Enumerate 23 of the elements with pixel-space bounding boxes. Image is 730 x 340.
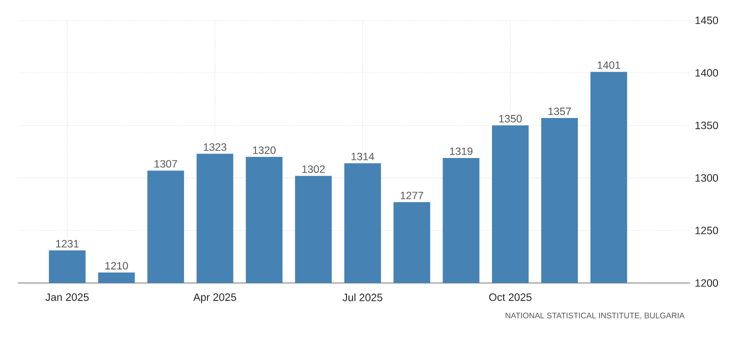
y-tick-label: 1200 <box>696 279 718 287</box>
x-tick-label: Jan 2025 <box>45 293 89 301</box>
data-label: 1350 <box>499 114 522 122</box>
y-tick-label: 1400 <box>696 69 718 77</box>
x-tick-label: Apr 2025 <box>193 293 236 304</box>
data-label: 1307 <box>154 160 178 168</box>
data-label: 1231 <box>56 240 79 248</box>
data-label: 1357 <box>548 108 571 116</box>
y-tick-label: 1350 <box>696 122 718 130</box>
y-tick-label: 1250 <box>696 226 718 234</box>
data-label: 1320 <box>253 146 276 154</box>
y-tick-label: 1300 <box>696 174 718 182</box>
data-label: 1210 <box>105 262 128 270</box>
data-label: 1302 <box>302 165 325 173</box>
data-label: 1323 <box>204 143 226 151</box>
y-tick-label: 1450 <box>696 16 718 24</box>
data-label: 1401 <box>598 61 620 69</box>
x-tick-label: Jul 2025 <box>342 293 382 302</box>
x-tick-label: Oct 2025 <box>489 293 532 301</box>
data-label: 1319 <box>450 147 472 156</box>
text: NATIONAL STATISTICAL INSTITUTE, BULGARIA <box>506 312 685 320</box>
data-label: 1277 <box>400 192 424 200</box>
data-label: 1314 <box>352 152 374 160</box>
